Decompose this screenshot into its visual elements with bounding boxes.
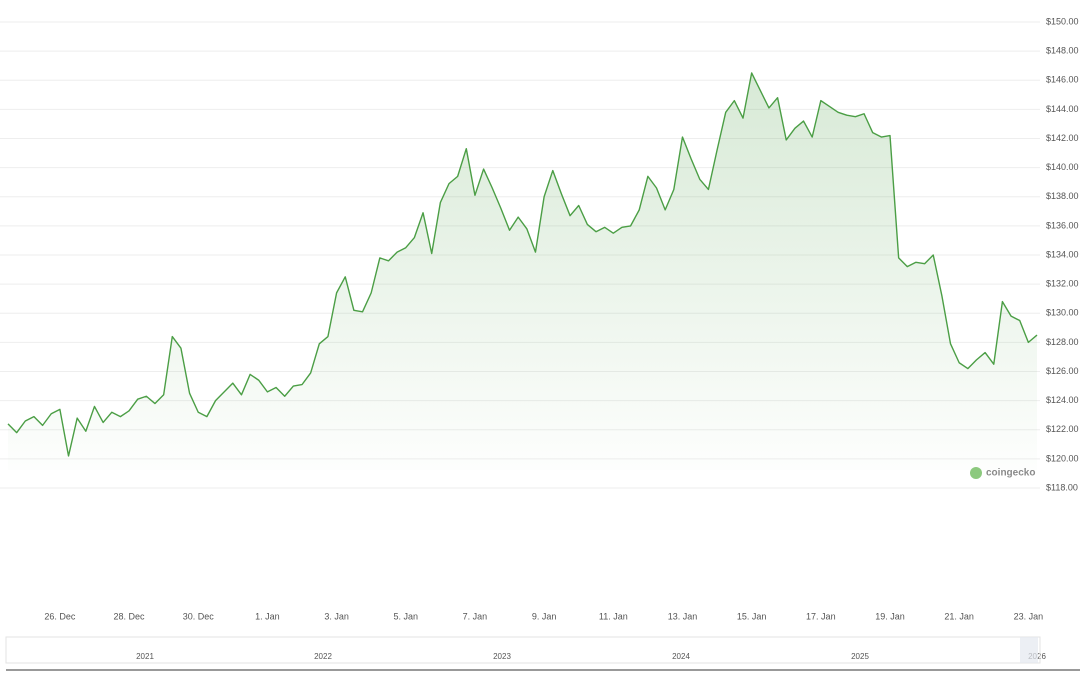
x-tick-label: 28. Dec: [114, 611, 146, 621]
navigator-year: 2021: [136, 652, 154, 661]
x-tick-label: 7. Jan: [463, 611, 488, 621]
x-tick-label: 1. Jan: [255, 611, 280, 621]
y-tick-label: $144.00: [1046, 104, 1079, 114]
y-tick-label: $126.00: [1046, 366, 1079, 376]
x-tick-label: 26. Dec: [44, 611, 76, 621]
navigator-year: 2025: [851, 652, 869, 661]
x-tick-label: 15. Jan: [737, 611, 767, 621]
area: [8, 72, 1037, 470]
y-tick-label: $118.00: [1046, 482, 1078, 492]
y-tick-label: $120.00: [1046, 453, 1079, 463]
navigator-year: 2023: [493, 652, 511, 661]
navigator-year: 2024: [672, 652, 690, 661]
y-tick-label: $130.00: [1046, 308, 1079, 318]
y-tick-label: $128.00: [1046, 337, 1079, 347]
y-tick-label: $122.00: [1046, 424, 1079, 434]
navigator: [5, 636, 1041, 664]
y-tick-label: $136.00: [1046, 220, 1079, 230]
x-tick-label: 13. Jan: [668, 611, 698, 621]
x-tick-label: 19. Jan: [875, 611, 905, 621]
y-tick-label: $150.00: [1046, 16, 1079, 26]
y-tick-label: $138.00: [1046, 191, 1079, 201]
y-tick-label: $148.00: [1046, 46, 1079, 56]
y-tick-label: $146.00: [1046, 75, 1079, 85]
y-tick-label: $140.00: [1046, 162, 1079, 172]
x-tick-label: 3. Jan: [324, 611, 349, 621]
watermark-logo: [970, 467, 982, 479]
navigator-year: 2022: [314, 652, 332, 661]
y-tick-label: $134.00: [1046, 249, 1079, 259]
x-tick-label: 9. Jan: [532, 611, 557, 621]
x-tick-label: 23. Jan: [1014, 611, 1044, 621]
x-tick-label: 17. Jan: [806, 611, 836, 621]
navigator-window: [1020, 637, 1038, 663]
x-tick-label: 21. Jan: [944, 611, 974, 621]
x-tick-label: 5. Jan: [393, 611, 418, 621]
x-tick-label: 11. Jan: [599, 611, 628, 621]
watermark-text: coingecko: [986, 468, 1035, 479]
y-tick-label: $142.00: [1046, 133, 1079, 143]
plot: $118.00 $120.00 $122.00 $124.00 $126.00 $128.…: [0, 16, 1079, 621]
y-tick-label: $132.00: [1046, 279, 1079, 289]
y-tick-label: $124.00: [1046, 395, 1079, 405]
x-tick-label: 30. Dec: [183, 611, 215, 621]
watermark: coingecko: [970, 467, 1035, 479]
price-line: [7, 72, 1038, 457]
